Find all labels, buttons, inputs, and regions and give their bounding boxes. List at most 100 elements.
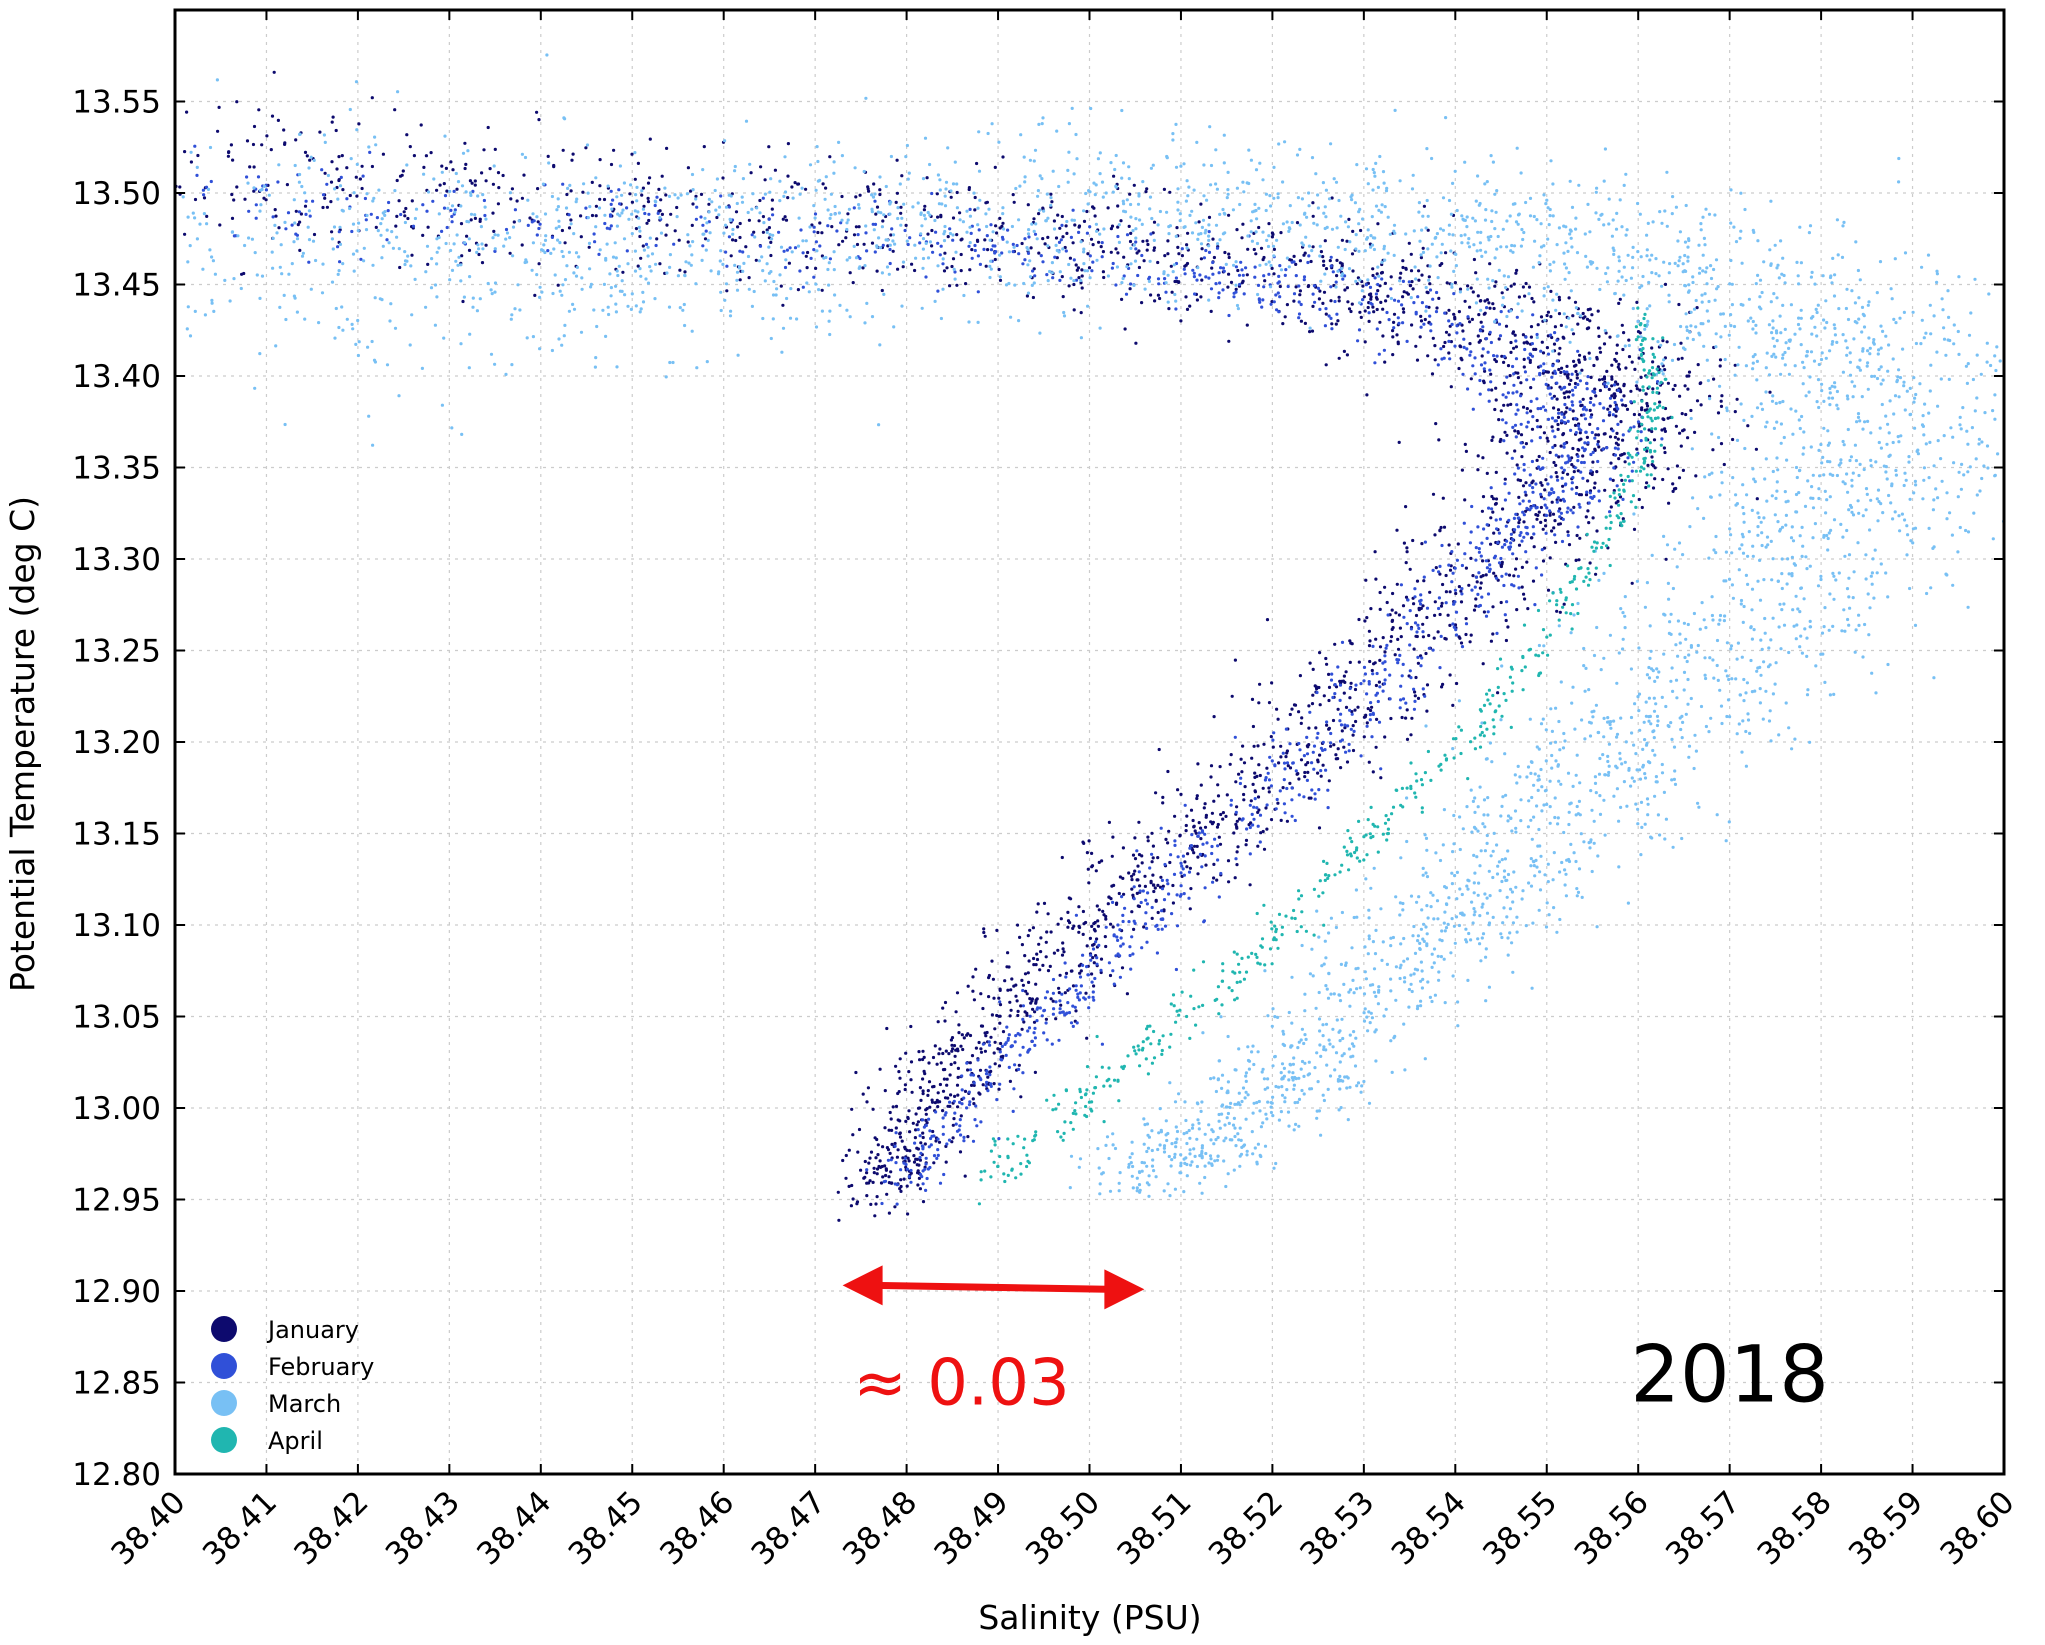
data-point: [1581, 316, 1585, 320]
data-point: [1333, 299, 1337, 304]
data-point: [1152, 248, 1156, 252]
data-point: [546, 154, 550, 158]
data-point: [1616, 279, 1620, 283]
data-point: [1847, 553, 1852, 557]
data-point: [1665, 340, 1669, 344]
data-point: [891, 249, 895, 253]
data-point: [1087, 1006, 1091, 1010]
data-point: [664, 233, 668, 237]
data-point: [1390, 608, 1394, 612]
data-point: [1051, 977, 1056, 982]
data-point: [543, 212, 548, 216]
data-point: [1539, 481, 1543, 485]
data-point: [950, 264, 954, 269]
data-point: [1234, 283, 1238, 287]
data-point: [1240, 268, 1244, 272]
data-point: [762, 221, 766, 225]
data-point: [1315, 736, 1319, 740]
data-point: [1464, 632, 1468, 637]
data-point: [1142, 1142, 1146, 1146]
data-point: [1269, 285, 1273, 289]
data-point: [1249, 821, 1253, 825]
data-point: [1063, 245, 1067, 250]
data-point: [1425, 875, 1430, 879]
data-point: [1353, 1064, 1358, 1068]
data-point: [260, 143, 264, 147]
data-point: [1596, 459, 1600, 464]
data-point: [1199, 257, 1203, 261]
data-point: [1458, 322, 1462, 326]
data-point: [1759, 402, 1763, 406]
data-point: [1587, 351, 1591, 355]
data-point: [1353, 708, 1357, 712]
data-point: [1535, 458, 1539, 462]
data-point: [1032, 217, 1036, 221]
data-point: [361, 174, 365, 178]
data-point: [727, 205, 732, 209]
data-point: [1448, 568, 1453, 572]
data-point: [634, 304, 638, 308]
data-point: [1561, 432, 1566, 436]
data-point: [1601, 419, 1606, 423]
data-point: [1215, 878, 1219, 882]
data-point: [1854, 240, 1858, 244]
data-point: [1712, 548, 1716, 552]
data-point: [1593, 481, 1597, 485]
data-point: [909, 1078, 913, 1082]
data-point: [1177, 280, 1181, 284]
data-point: [731, 238, 735, 242]
data-point: [1633, 702, 1637, 706]
data-point: [1123, 906, 1127, 910]
data-point: [1451, 571, 1455, 575]
data-point: [1556, 496, 1560, 500]
data-point: [1507, 491, 1511, 495]
data-point: [1292, 703, 1297, 707]
data-point: [1229, 798, 1233, 802]
data-point: [195, 173, 199, 177]
data-point: [1566, 472, 1570, 476]
data-point: [1819, 574, 1823, 579]
data-point: [1145, 926, 1149, 931]
data-point: [1333, 683, 1337, 687]
data-point: [1286, 284, 1290, 289]
data-point: [1504, 524, 1508, 528]
data-point: [1162, 1189, 1166, 1193]
data-point: [1324, 363, 1328, 367]
data-point: [1176, 788, 1180, 792]
data-point: [1496, 234, 1500, 239]
data-point: [1249, 799, 1253, 803]
data-point: [1492, 571, 1496, 575]
data-point: [1120, 966, 1125, 970]
data-point: [703, 216, 707, 220]
data-point: [1535, 505, 1539, 510]
data-point: [1133, 259, 1138, 263]
data-point: [1453, 566, 1457, 570]
data-point: [1672, 745, 1677, 749]
data-point: [1066, 180, 1070, 184]
data-point: [874, 212, 878, 216]
data-point: [1476, 334, 1480, 338]
data-point: [1509, 340, 1513, 345]
data-point: [1221, 207, 1225, 212]
data-point: [1692, 766, 1696, 771]
data-point: [1351, 733, 1355, 737]
data-point: [1319, 774, 1323, 778]
data-point: [1444, 590, 1448, 594]
data-point: [1282, 778, 1286, 782]
data-point: [1036, 1006, 1040, 1010]
data-point: [1556, 816, 1560, 820]
data-point: [295, 310, 299, 314]
data-point: [1590, 313, 1594, 317]
data-point: [297, 210, 301, 214]
data-point: [880, 1164, 884, 1169]
data-point: [1845, 353, 1849, 357]
data-point: [1294, 274, 1298, 278]
data-point: [1558, 346, 1562, 350]
data-point: [1233, 876, 1237, 880]
data-point: [1645, 581, 1649, 585]
data-point: [1548, 262, 1552, 267]
data-point: [1521, 510, 1525, 514]
data-point: [1504, 572, 1508, 576]
data-point: [1109, 897, 1113, 901]
data-point: [1557, 295, 1561, 299]
